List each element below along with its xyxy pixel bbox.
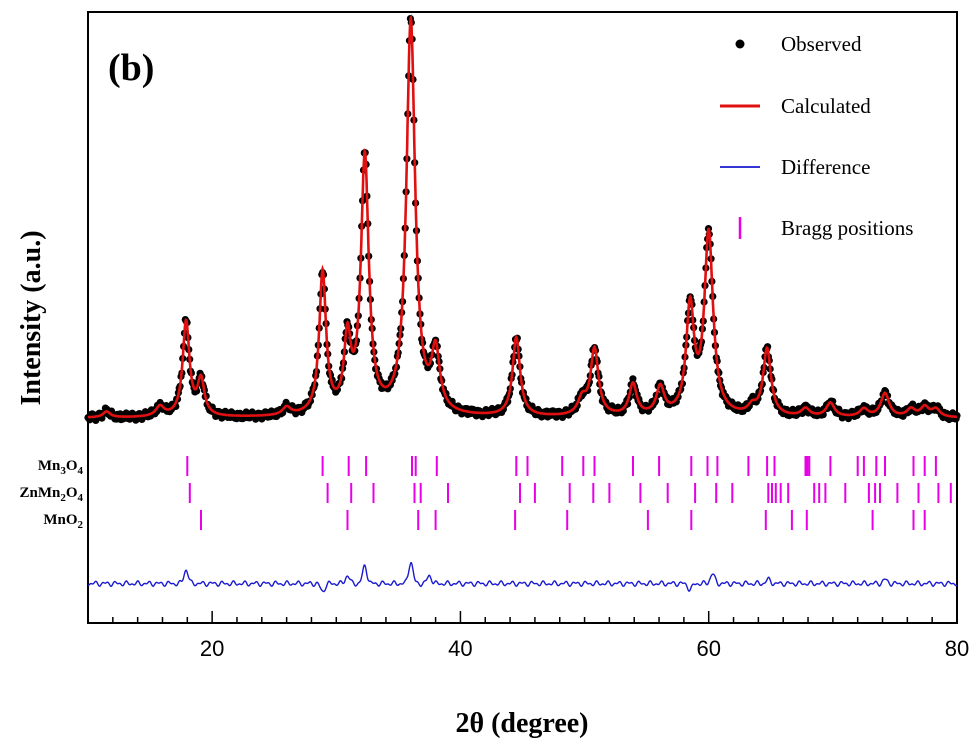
plot-frame — [87, 11, 958, 624]
bragg-row — [186, 456, 937, 476]
legend-item: Bragg positions — [738, 216, 913, 240]
x-axis-ticks: 20 40 60 80 — [112, 611, 969, 661]
phase-label: ZnMn2O4 — [19, 485, 83, 504]
phase-label: MnO2 — [43, 512, 83, 531]
x-axis-title: 2θ (degree) — [455, 708, 588, 739]
observed-point — [629, 375, 637, 383]
legend-label: Bragg positions — [781, 216, 913, 240]
x-tick-label: 20 — [200, 636, 224, 661]
y-axis-title: Intensity (a.u.) — [16, 230, 47, 405]
panel-label: (b) — [108, 47, 154, 89]
x-tick-label: 80 — [945, 636, 969, 661]
legend-item: Observed — [735, 32, 862, 56]
legend-dot-marker — [735, 39, 745, 49]
bragg-row — [200, 510, 926, 530]
phase-label: Mn3O4 — [38, 458, 84, 477]
legend-item: Difference — [720, 155, 870, 179]
legend-label: Calculated — [781, 94, 871, 118]
legend-item: Calculated — [720, 94, 871, 118]
difference-line — [87, 562, 958, 593]
chart-marks — [84, 14, 961, 593]
x-tick-label: 40 — [448, 636, 472, 661]
legend-label: Observed — [781, 32, 862, 56]
calculated-line — [87, 14, 957, 419]
bragg-positions: Mn3O4 ZnMn2O4 MnO2 — [19, 456, 952, 531]
legend: Observed Calculated Difference Bragg positi… — [720, 32, 913, 240]
bragg-row — [188, 483, 952, 503]
x-tick-label: 60 — [696, 636, 720, 661]
legend-label: Difference — [781, 155, 870, 179]
